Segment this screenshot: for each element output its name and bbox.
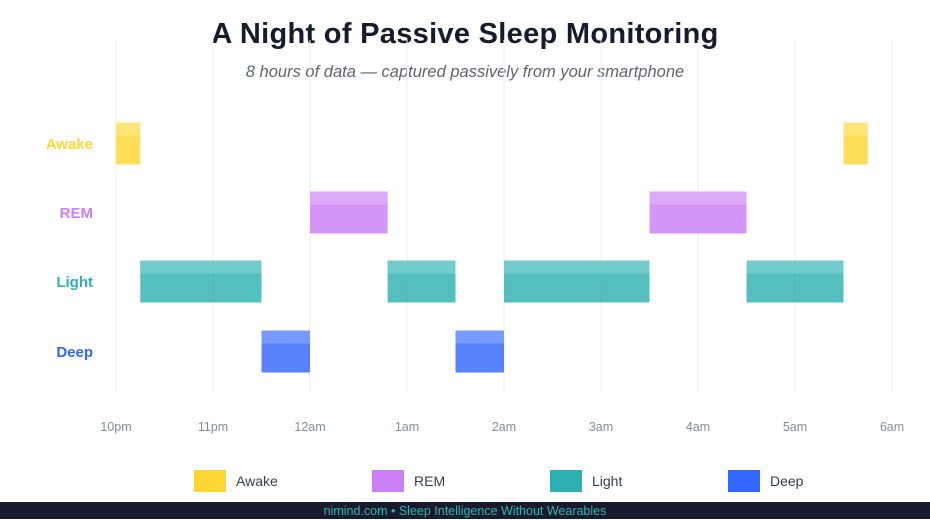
- sleep-segment-light: [140, 260, 262, 303]
- sleep-segment-deep: [455, 330, 504, 373]
- sleep-segment-light: [746, 260, 844, 303]
- segment-highlight: [387, 260, 456, 274]
- chart-legend: Awake REM Light Deep: [0, 469, 930, 493]
- y-category-label: Deep: [56, 344, 93, 361]
- x-tick-label: 2am: [492, 420, 516, 434]
- legend-swatch: [372, 470, 404, 492]
- segment-highlight: [140, 260, 262, 274]
- sleep-segment-awake: [116, 122, 141, 165]
- legend-item-deep: Deep: [728, 469, 803, 493]
- sleep-segment-rem: [649, 191, 747, 234]
- x-tick-label: 10pm: [100, 420, 131, 434]
- sleep-timeline-chart: 10pm 11pm 12am 1am 2am 3am 4am 5am 6am Awake REM Li…: [46, 40, 904, 434]
- segment-highlight: [116, 122, 141, 136]
- footer-bar: nimind.com • Sleep Intelligence Without …: [0, 502, 930, 519]
- legend-label: REM: [414, 473, 446, 489]
- x-tick-label: 12am: [294, 420, 325, 434]
- segment-highlight: [261, 330, 310, 344]
- sleep-segment-light: [387, 260, 456, 303]
- chart-title: A Night of Passive Sleep Monitoring: [211, 18, 719, 50]
- legend-label: Deep: [770, 473, 804, 489]
- segment-highlight: [746, 260, 844, 274]
- segment-highlight: [310, 191, 388, 205]
- sleep-segment-awake: [843, 122, 868, 165]
- segment-highlight: [843, 122, 868, 136]
- segment-highlight: [455, 330, 504, 344]
- x-tick-label: 3am: [589, 420, 613, 434]
- legend-item-light: Light: [550, 469, 622, 493]
- sleep-segment-deep: [261, 330, 310, 373]
- legend-label: Awake: [236, 473, 278, 489]
- x-tick-label: 11pm: [198, 420, 228, 434]
- legend-swatch: [194, 470, 226, 492]
- legend-item-rem: REM: [372, 469, 445, 493]
- sleep-segment-light: [504, 260, 650, 303]
- x-tick-label: 4am: [686, 420, 710, 434]
- x-tick-label: 5am: [783, 420, 807, 434]
- y-category-label: Light: [56, 274, 93, 291]
- chart-subtitle: 8 hours of data — captured passively fro…: [245, 63, 685, 81]
- segment-highlight: [649, 191, 747, 205]
- x-tick-label: 6am: [880, 420, 904, 434]
- legend-label: Light: [592, 473, 623, 489]
- y-category-label: REM: [60, 205, 93, 222]
- y-category-label: Awake: [46, 136, 93, 153]
- legend-swatch: [550, 470, 582, 492]
- legend-swatch: [728, 470, 760, 492]
- sleep-segment-rem: [310, 191, 388, 234]
- legend-item-awake: Awake: [194, 469, 278, 493]
- footer-text: nimind.com • Sleep Intelligence Without …: [323, 504, 607, 518]
- segment-highlight: [504, 260, 650, 274]
- x-tick-label: 1am: [395, 420, 419, 434]
